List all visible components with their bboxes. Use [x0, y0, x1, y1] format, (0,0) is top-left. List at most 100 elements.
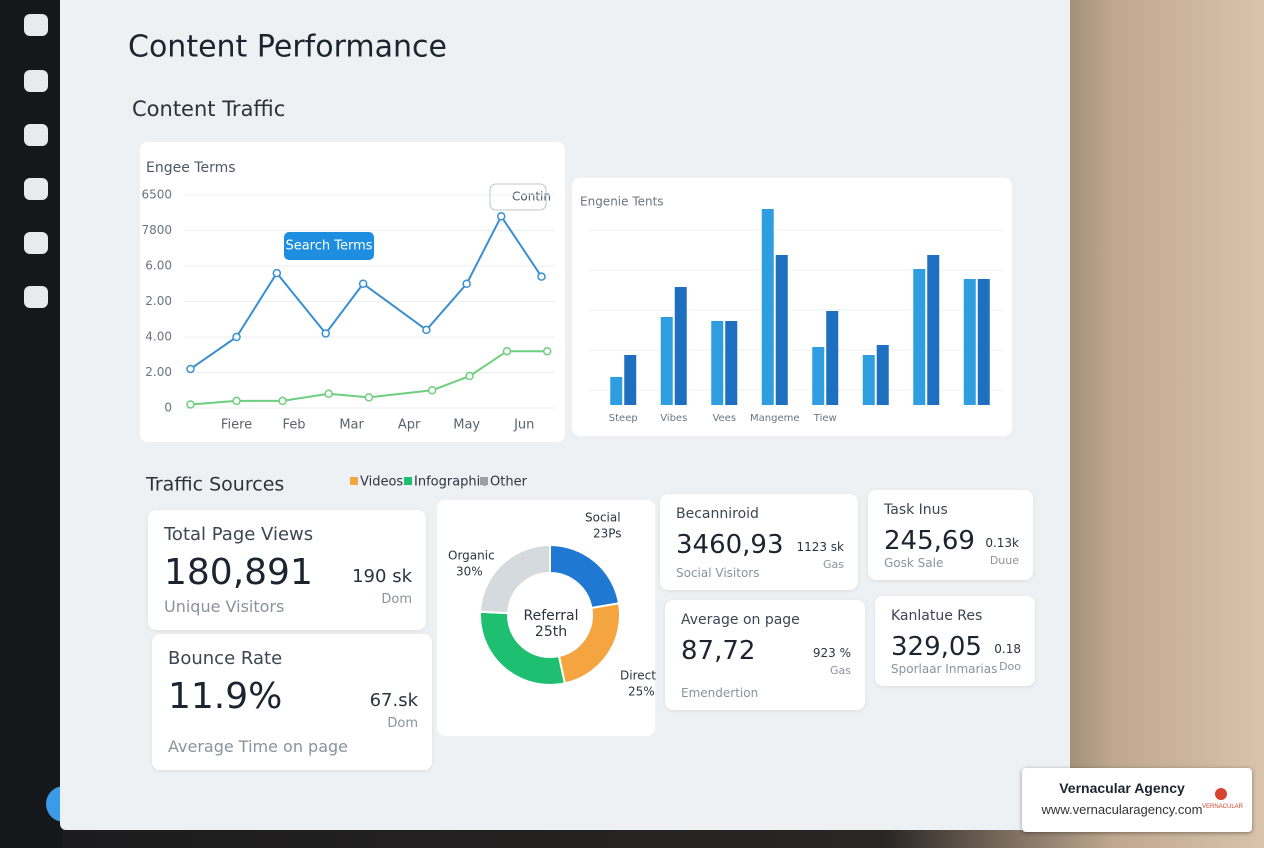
y-tick-label: 2.00 — [145, 294, 172, 308]
point — [427, 386, 437, 395]
bar — [876, 345, 889, 405]
legend-label: Infographic — [414, 475, 487, 490]
bar — [775, 255, 788, 405]
x-tick-label: Steep — [609, 413, 638, 424]
point — [358, 279, 368, 288]
x-tick-label: Fiere — [221, 418, 252, 433]
card-side2: Gas — [823, 558, 844, 571]
section-title: Content Traffic — [132, 97, 285, 121]
traffic-sources-title: Traffic Sources — [145, 474, 284, 496]
card-side2: Dom — [387, 716, 418, 731]
point — [324, 389, 333, 399]
pie-label: Organic — [448, 549, 495, 563]
pie-value-label: 25th — [535, 624, 567, 640]
x-tick-label: Tiew — [813, 413, 837, 424]
search-button-label: Contin — [512, 190, 551, 204]
bar — [812, 347, 825, 405]
stat-card: Average on page 87,72 Emendertion 923 % Gas — [665, 600, 865, 710]
nav-icon[interactable] — [24, 124, 48, 146]
card-side: 190 sk — [352, 566, 412, 587]
y-tick-label: 4.00 — [145, 330, 172, 344]
badge-logo-mark — [1215, 788, 1227, 800]
legend-swatch — [404, 477, 412, 485]
line-panel — [140, 142, 565, 442]
bar — [963, 279, 976, 405]
point — [364, 393, 374, 402]
pie-value-label: 30% — [456, 565, 483, 579]
bar-chart-title: Engenie Tents — [580, 195, 664, 209]
point — [186, 364, 195, 374]
point — [232, 396, 241, 406]
point — [465, 371, 474, 381]
legend-swatch — [480, 477, 488, 485]
tooltip — [284, 232, 374, 260]
card-caption: Social Visitors — [676, 566, 760, 580]
nav-icon[interactable] — [24, 232, 48, 254]
y-tick-label: 6.00 — [145, 259, 172, 273]
card-label: Total Page Views — [164, 524, 314, 545]
point — [272, 268, 282, 278]
x-tick-label: Jun — [513, 418, 534, 433]
x-tick-label: May — [453, 418, 480, 433]
nav-icon[interactable] — [24, 14, 48, 36]
point — [502, 346, 512, 356]
legend-label: Videos — [360, 475, 403, 490]
pie-label: Social — [585, 511, 621, 525]
badge-name: Vernacular Agency — [1059, 780, 1185, 796]
card-side: 0.18 — [994, 642, 1021, 656]
card-side: 67.sk — [369, 690, 418, 711]
card-value: 180,891 — [164, 552, 313, 593]
bar — [660, 317, 673, 405]
bar — [624, 355, 637, 405]
x-tick-label: Vibes — [660, 413, 687, 424]
card-caption: Emendertion — [681, 686, 759, 700]
x-tick-label: Feb — [283, 418, 306, 433]
card-label: Task Inus — [884, 502, 948, 518]
y-tick-label: 0 — [164, 401, 172, 415]
card-label: Becanniroid — [676, 506, 759, 522]
stat-card: Task Inus 245,69 Gosk Sale 0.13k Duue — [868, 490, 1033, 580]
nav-icon[interactable] — [24, 178, 48, 200]
nav-icon[interactable] — [24, 70, 48, 92]
x-tick-label: Mar — [339, 418, 364, 433]
card-caption: Gosk Sale — [884, 556, 944, 570]
x-tick-label: Apr — [398, 418, 421, 433]
pie-value-label: 25% — [628, 685, 655, 699]
tooltip-label: Search Terms — [285, 239, 372, 254]
line-chart-title: Engee Terms — [146, 160, 236, 176]
card-side2: Doo — [999, 660, 1021, 673]
nav-icon[interactable] — [24, 286, 48, 308]
card-label: Bounce Rate — [168, 648, 283, 669]
point — [278, 396, 287, 406]
bar — [977, 279, 990, 405]
card-side: 1123 sk — [796, 540, 844, 554]
card-side: 923 % — [812, 646, 851, 660]
sidebar — [0, 0, 82, 848]
point — [321, 329, 330, 338]
stat-card: Becanniroid 3460,93 Social Visitors 1123 sk… — [660, 494, 858, 590]
card-label: Kanlatue Res — [891, 608, 983, 624]
badge-url: www.vernacularagency.com — [1041, 802, 1203, 817]
search-button[interactable] — [489, 183, 547, 211]
legend-swatch — [350, 477, 358, 485]
badge: Vernacular Agency www.vernacularagency.c… — [1022, 768, 1252, 832]
bar-panel — [572, 178, 1012, 436]
card-side2: Duue — [989, 554, 1019, 567]
card-value: 87,72 — [681, 636, 756, 666]
card-value: 11.9% — [168, 676, 283, 717]
bar — [862, 355, 875, 405]
page-title: Content Performance — [128, 30, 447, 65]
card-caption: Average Time on page — [168, 737, 349, 756]
y-tick-label: 7800 — [141, 223, 172, 237]
legend-label: Other — [490, 475, 528, 490]
card-caption: Sporlaar Inmarias — [891, 662, 998, 676]
point — [232, 332, 241, 342]
x-tick-label: Vees — [712, 413, 736, 424]
card-side: 0.13k — [985, 536, 1019, 550]
bar — [711, 321, 724, 405]
bar — [927, 255, 940, 405]
point — [542, 346, 552, 356]
bar — [610, 377, 623, 405]
